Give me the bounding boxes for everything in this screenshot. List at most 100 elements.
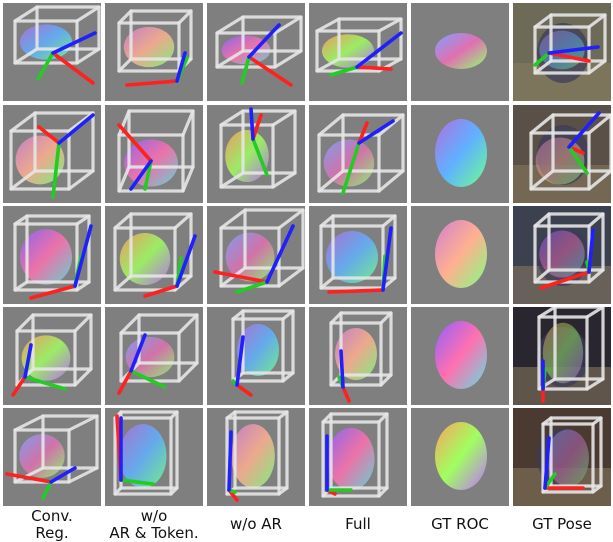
bbox-edge — [271, 109, 297, 127]
axis-z — [51, 31, 97, 55]
axis-y — [51, 141, 61, 199]
bbox-edge — [591, 416, 603, 426]
bbox-edge — [219, 171, 245, 189]
panel-graphic — [207, 105, 305, 203]
column-label: GT Pose — [513, 516, 611, 533]
column-label-line: GT ROC — [431, 515, 489, 533]
panel-cup-col5 — [513, 206, 611, 304]
bbox-edge — [377, 113, 405, 137]
axis-y — [23, 375, 67, 391]
column-labels: Conv. Reg. w/o AR & Token. w/o AR Full GT ROC G… — [3, 508, 610, 542]
axis-x — [539, 270, 591, 290]
bbox-edge — [377, 17, 403, 33]
bbox-edge — [317, 113, 345, 137]
object-rendering — [123, 26, 175, 68]
axis-x — [213, 270, 269, 284]
panel-mug-col0 — [3, 105, 101, 203]
panel-cup-col4 — [411, 206, 509, 304]
bbox-edge — [533, 268, 551, 284]
axis-y — [143, 159, 153, 191]
axis-x — [143, 284, 179, 298]
column-label: GT ROC — [411, 516, 509, 533]
axis-y — [329, 65, 359, 77]
panel-graphic — [207, 3, 305, 101]
axis-z — [129, 159, 153, 191]
column-label-line: GT Pose — [532, 515, 592, 533]
bbox-edge — [117, 109, 131, 137]
axis-z — [175, 234, 197, 288]
bbox-edge — [225, 410, 237, 420]
axis-z — [381, 226, 393, 292]
object-rendering — [231, 424, 275, 488]
bbox-edge — [533, 212, 551, 228]
bbox-edge — [377, 486, 389, 498]
axis-y — [129, 369, 167, 389]
panel-bowl-col2 — [207, 3, 305, 101]
object-rendering — [335, 327, 377, 381]
panel-red-box-col4 — [411, 307, 509, 405]
bbox-edge — [281, 309, 295, 321]
axis-z — [355, 31, 403, 69]
axis-x — [247, 55, 293, 87]
panel-mug-col4 — [411, 105, 509, 203]
panel-cereal-box-col1 — [105, 408, 203, 506]
bbox-edge — [329, 311, 343, 325]
object-rendering — [327, 427, 375, 491]
panel-graphic — [105, 408, 203, 506]
panel-graphic — [3, 408, 101, 506]
panel-mug-col2 — [207, 105, 305, 203]
panel-graphic — [411, 3, 509, 101]
object-rendering — [119, 424, 167, 488]
bbox-edge — [529, 113, 555, 135]
panel-cereal-box-col2 — [207, 408, 305, 506]
axis-y — [119, 478, 155, 486]
bbox-edge — [541, 416, 553, 426]
axis-y — [36, 51, 55, 81]
bbox-back-face — [551, 113, 611, 173]
object-rendering — [435, 321, 487, 389]
bbox-edge — [113, 274, 133, 292]
axis-x — [547, 51, 591, 63]
axis-z — [339, 349, 345, 389]
bbox-edge — [177, 361, 199, 383]
axis-z — [357, 119, 395, 145]
bbox-edge — [281, 371, 295, 383]
axis-x — [341, 385, 351, 403]
bbox-edge — [117, 57, 133, 73]
bbox-edge — [219, 109, 245, 127]
axis-z — [23, 343, 33, 379]
bbox-edge — [73, 367, 93, 387]
panel-graphic — [3, 206, 101, 304]
axis-y — [235, 280, 269, 294]
bbox-edge — [219, 208, 247, 230]
bbox-edge — [379, 311, 393, 325]
bbox-edge — [533, 13, 553, 29]
axis-z — [247, 23, 281, 59]
panel-bowl-col5 — [513, 3, 611, 101]
axis-x — [357, 121, 369, 145]
panel-red-box-col3 — [309, 307, 407, 405]
axis-x — [117, 123, 153, 163]
object-rendering — [435, 119, 487, 187]
bbox-edge — [381, 214, 397, 228]
column-label-line: AR & Token. — [109, 524, 199, 542]
object-rendering — [547, 429, 589, 487]
axis-z — [175, 51, 187, 83]
bbox-edge — [181, 109, 195, 137]
column-label: w/o AR — [207, 516, 305, 533]
bbox-edge — [379, 373, 393, 387]
axis-z — [57, 113, 95, 145]
bbox-edge — [273, 49, 303, 69]
bbox-edge — [67, 414, 99, 432]
bbox-edge — [13, 214, 29, 226]
axis-y — [567, 145, 589, 175]
object-rendering — [435, 33, 487, 69]
panel-graphic — [309, 105, 407, 203]
bbox-edge — [317, 169, 345, 193]
bbox-edge — [529, 169, 555, 191]
bbox-edge — [591, 484, 603, 494]
axis-y — [341, 141, 361, 195]
bbox-edge — [13, 466, 45, 484]
bbox-edge — [537, 307, 557, 319]
panel-red-box-col1 — [105, 307, 203, 405]
